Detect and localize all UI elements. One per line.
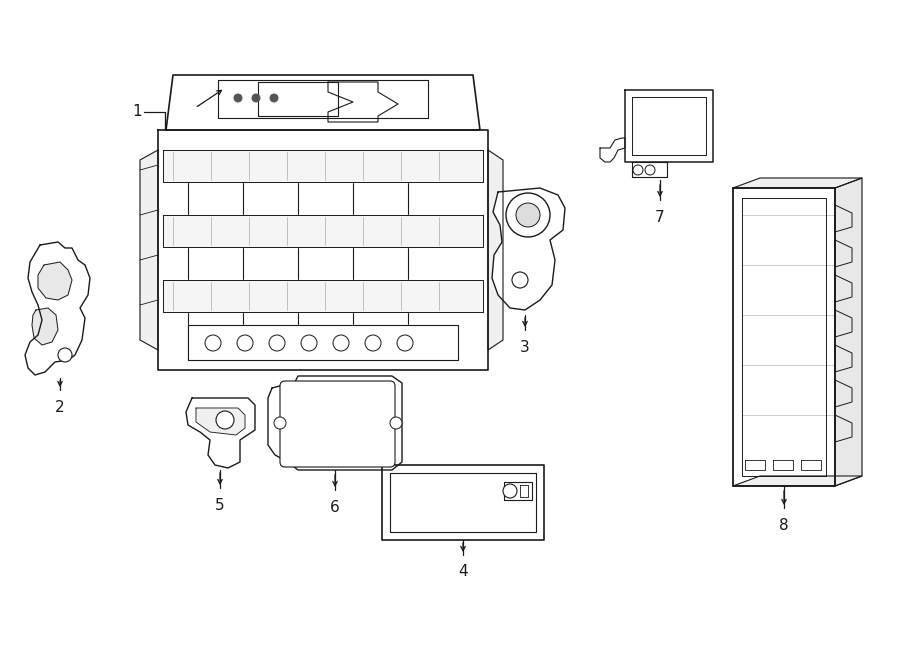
Text: 2: 2 xyxy=(55,401,65,416)
Polygon shape xyxy=(188,325,458,360)
Circle shape xyxy=(269,335,285,351)
Polygon shape xyxy=(166,75,480,130)
Circle shape xyxy=(216,411,234,429)
Circle shape xyxy=(397,335,413,351)
Circle shape xyxy=(506,193,550,237)
Polygon shape xyxy=(504,482,532,500)
Polygon shape xyxy=(328,82,398,122)
Polygon shape xyxy=(625,90,713,162)
Text: 6: 6 xyxy=(330,500,340,514)
Text: 5: 5 xyxy=(215,498,225,512)
Polygon shape xyxy=(733,178,862,188)
Polygon shape xyxy=(835,275,852,302)
Polygon shape xyxy=(140,150,158,350)
Circle shape xyxy=(205,335,221,351)
Polygon shape xyxy=(835,380,852,407)
Polygon shape xyxy=(38,262,72,300)
Polygon shape xyxy=(163,215,483,247)
Polygon shape xyxy=(733,188,835,486)
Circle shape xyxy=(503,484,517,498)
Polygon shape xyxy=(835,415,852,442)
Circle shape xyxy=(390,417,402,429)
Polygon shape xyxy=(835,345,852,372)
Polygon shape xyxy=(196,408,245,435)
Polygon shape xyxy=(600,138,625,162)
Circle shape xyxy=(270,94,278,102)
Circle shape xyxy=(365,335,381,351)
Polygon shape xyxy=(801,460,821,470)
Polygon shape xyxy=(742,198,826,476)
Polygon shape xyxy=(268,376,402,470)
Circle shape xyxy=(274,417,286,429)
Polygon shape xyxy=(25,242,90,375)
Circle shape xyxy=(252,94,260,102)
Polygon shape xyxy=(632,97,706,155)
Polygon shape xyxy=(32,308,58,345)
Circle shape xyxy=(58,348,72,362)
Text: 7: 7 xyxy=(655,209,665,224)
Text: 4: 4 xyxy=(458,565,468,579)
FancyBboxPatch shape xyxy=(280,381,395,467)
Circle shape xyxy=(512,272,528,288)
Polygon shape xyxy=(186,398,255,468)
Text: 1: 1 xyxy=(132,105,142,120)
Polygon shape xyxy=(258,82,338,116)
Polygon shape xyxy=(835,178,862,486)
Circle shape xyxy=(516,203,540,227)
Circle shape xyxy=(301,335,317,351)
Polygon shape xyxy=(520,485,528,497)
Circle shape xyxy=(333,335,349,351)
Text: 3: 3 xyxy=(520,340,530,354)
Polygon shape xyxy=(488,150,503,350)
Polygon shape xyxy=(163,280,483,312)
Polygon shape xyxy=(492,188,565,310)
Polygon shape xyxy=(835,310,852,337)
Polygon shape xyxy=(835,205,852,232)
Polygon shape xyxy=(632,162,667,177)
Polygon shape xyxy=(382,465,544,540)
Polygon shape xyxy=(163,150,483,182)
Polygon shape xyxy=(745,460,765,470)
Polygon shape xyxy=(158,130,488,370)
Polygon shape xyxy=(733,476,862,486)
Text: 8: 8 xyxy=(779,518,788,532)
Circle shape xyxy=(234,94,242,102)
Polygon shape xyxy=(773,460,793,470)
Polygon shape xyxy=(835,240,852,267)
Circle shape xyxy=(645,165,655,175)
Polygon shape xyxy=(218,80,428,118)
Circle shape xyxy=(633,165,643,175)
Polygon shape xyxy=(390,473,536,532)
Circle shape xyxy=(237,335,253,351)
